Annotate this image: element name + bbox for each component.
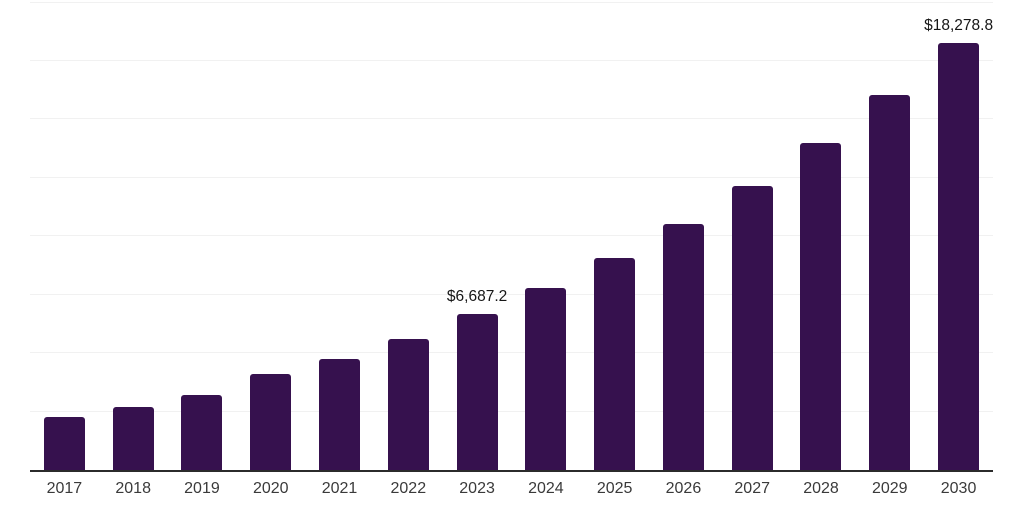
- value-label-2023: $6,687.2: [446, 288, 508, 306]
- bar-slot-2020: [236, 0, 305, 470]
- plot-area: $6,687.2 $18,278.8: [30, 0, 993, 472]
- value-label-2030: $18,278.8: [924, 17, 994, 35]
- x-tick-label-2026: 2026: [665, 480, 702, 497]
- bar-slot-2019: [168, 0, 237, 470]
- bar-2025: [594, 258, 636, 470]
- bar-slot-2027: [718, 0, 787, 470]
- bar-2023: [456, 313, 498, 470]
- bar-slot-2018: [99, 0, 168, 470]
- bar-slot-2028: [787, 0, 856, 470]
- gridline: [30, 293, 993, 295]
- x-tick-label-2023: 2023: [459, 480, 495, 497]
- gridline: [30, 118, 993, 120]
- bar-slot-2029: [855, 0, 924, 470]
- x-tick-label-2019: 2019: [184, 480, 220, 497]
- gridline: [30, 59, 993, 61]
- bar-slot-2021: [305, 0, 374, 470]
- bar-2018: [112, 406, 154, 470]
- x-tick-label-2018: 2018: [115, 480, 151, 497]
- x-tick-label-2017: 2017: [46, 480, 83, 497]
- bar-2027: [731, 186, 773, 470]
- gridline: [30, 1, 993, 3]
- bar-2024: [525, 288, 567, 470]
- bar-slot-2030: [924, 0, 993, 470]
- bar-2022: [387, 338, 429, 470]
- gridline: [30, 235, 993, 237]
- bars-container: [30, 0, 993, 470]
- bar-2030: [938, 42, 980, 470]
- bar-2026: [662, 223, 704, 470]
- x-tick-label-2020: 2020: [252, 480, 289, 497]
- bar-2020: [250, 373, 292, 470]
- bar-2019: [181, 395, 223, 470]
- bar-2017: [43, 416, 85, 470]
- bar-2028: [800, 143, 842, 470]
- bar-2029: [869, 95, 911, 470]
- bar-slot-2017: [30, 0, 99, 470]
- x-tick-label-2030: 2030: [940, 480, 977, 497]
- x-tick-label-2029: 2029: [871, 480, 908, 497]
- x-tick-label-2025: 2025: [596, 480, 633, 497]
- gridline: [30, 176, 993, 178]
- bar-2021: [319, 359, 361, 470]
- x-axis-labels: 2017 2018 2019 2020 2021 2022 2023 2024 2025 2026…: [30, 480, 993, 498]
- x-tick-label-2028: 2028: [803, 480, 839, 497]
- bar-slot-2023: [443, 0, 512, 470]
- x-tick-label-2027: 2027: [734, 480, 770, 497]
- bar-slot-2022: [374, 0, 443, 470]
- x-tick-label-2022: 2022: [390, 480, 427, 497]
- bar-slot-2025: [580, 0, 649, 470]
- gridline: [30, 352, 993, 354]
- gridline: [30, 410, 993, 412]
- x-tick-label-2024: 2024: [528, 480, 564, 497]
- x-tick-label-2021: 2021: [321, 480, 358, 497]
- bar-slot-2026: [649, 0, 718, 470]
- bar-slot-2024: [511, 0, 580, 470]
